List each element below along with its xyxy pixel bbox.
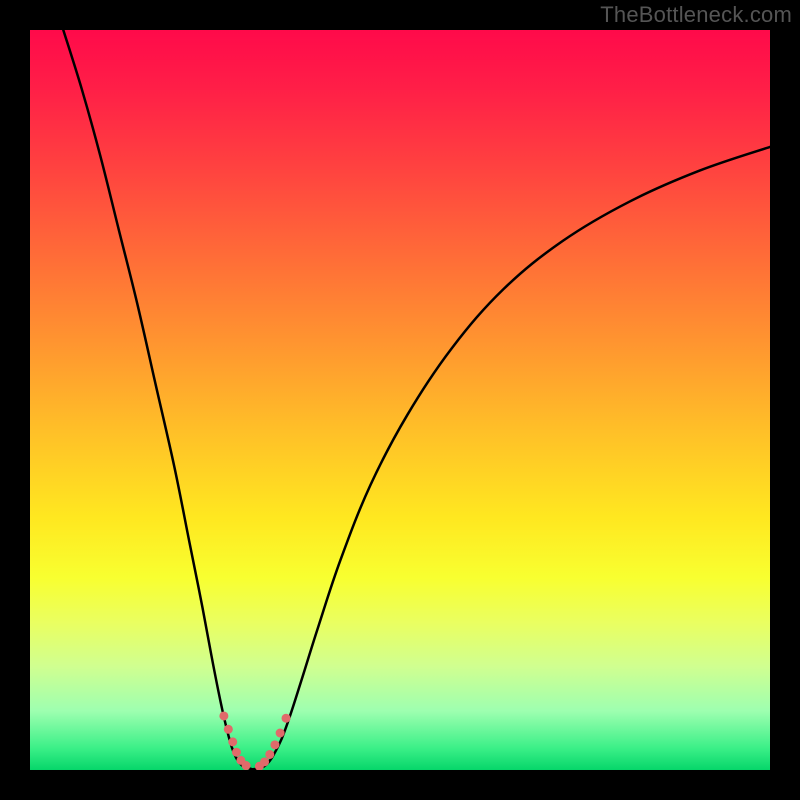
- curve-tip-dot-right: [282, 714, 291, 723]
- curve-tip-dot-right: [265, 750, 274, 759]
- figure-root: TheBottleneck.com: [0, 0, 800, 800]
- curve-tip-dot-left: [232, 748, 241, 757]
- curve-tip-dot-left: [224, 725, 233, 734]
- curve-tip-dot-left: [219, 711, 228, 720]
- curve-tip-dot-right: [276, 729, 285, 738]
- curve-tip-dot-left: [228, 737, 237, 746]
- watermark-text: TheBottleneck.com: [600, 2, 792, 28]
- plot-background: [30, 30, 770, 770]
- curve-tip-dot-right: [270, 740, 279, 749]
- curve-tip-dot-left: [242, 761, 251, 770]
- curve-tip-dot-right: [260, 757, 269, 766]
- chart-svg: [0, 0, 800, 800]
